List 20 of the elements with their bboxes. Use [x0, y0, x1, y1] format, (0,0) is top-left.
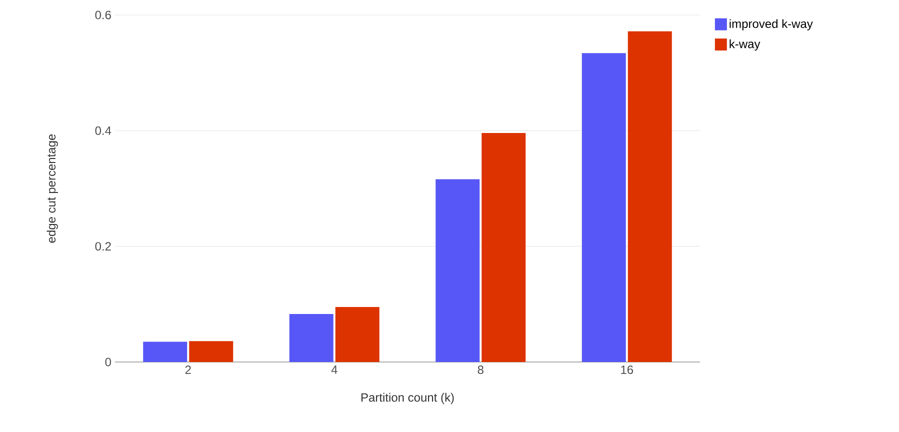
legend-label: k-way	[730, 39, 760, 51]
x-axis-title: Partition count (k)	[361, 392, 454, 404]
x-tick-label: 8	[478, 366, 484, 374]
x-tick-label: 2	[185, 366, 191, 374]
y-tick-label: 0.6	[95, 10, 111, 20]
x-tick-label: 4	[331, 366, 338, 374]
bar	[582, 53, 626, 362]
legend-label: improved k-way	[730, 19, 813, 30]
y-tick-label: 0	[105, 358, 112, 366]
y-tick-label: 0.4	[95, 126, 112, 135]
bar	[289, 314, 334, 362]
bar	[628, 31, 672, 362]
bar	[436, 179, 480, 362]
bar	[482, 132, 526, 362]
y-tick-label: 0.2	[95, 242, 111, 251]
bar	[143, 342, 188, 362]
y-axis-title: edge cut percentage	[46, 134, 58, 243]
bar	[189, 341, 234, 362]
x-tick-label: 16	[621, 366, 634, 374]
bar	[335, 307, 380, 362]
